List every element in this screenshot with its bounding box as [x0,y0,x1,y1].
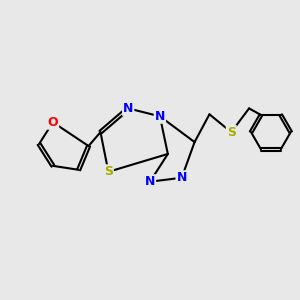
Text: N: N [176,171,187,184]
Text: S: S [227,126,236,139]
Text: O: O [48,116,58,129]
Text: N: N [155,110,165,123]
Text: N: N [145,175,155,188]
Text: S: S [104,165,113,178]
Text: N: N [123,102,134,115]
